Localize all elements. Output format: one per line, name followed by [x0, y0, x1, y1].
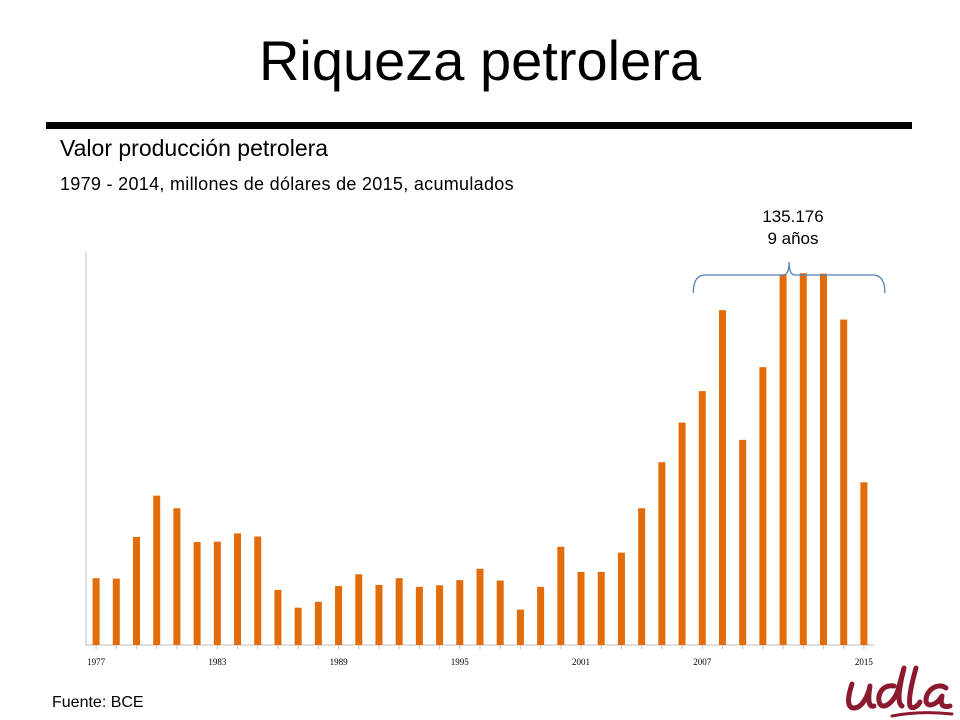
bar-2014 — [840, 319, 848, 645]
bar-1988 — [314, 601, 322, 645]
bar-1984 — [234, 533, 242, 645]
bar-2001 — [577, 571, 585, 645]
bar-1981 — [173, 508, 181, 645]
udla-logo — [846, 665, 954, 718]
bar-1993 — [415, 586, 423, 645]
bar-1979 — [133, 536, 141, 645]
bar-1977 — [92, 578, 100, 645]
bar-1987 — [294, 607, 302, 645]
bar-1986 — [274, 589, 282, 645]
chart-bars — [92, 273, 868, 645]
bar-1995 — [456, 580, 464, 645]
bar-2007 — [698, 391, 706, 645]
annotation-years: 9 años — [767, 229, 819, 248]
chart-description: 1979 - 2014, millones de dólares de 2015… — [60, 174, 514, 194]
bar-1980 — [153, 495, 161, 645]
slide-title: Riqueza petrolera — [258, 29, 702, 92]
annotation-value: 135.176 — [762, 207, 824, 226]
bar-1989 — [335, 586, 343, 645]
bar-2005 — [658, 462, 666, 645]
bar-1978 — [112, 578, 120, 645]
source-note: Fuente: BCE — [52, 694, 144, 711]
bracket-annotation: 135.176 9 años — [742, 206, 844, 250]
x-tick-label-1995: 1995 — [451, 657, 470, 667]
bar-2015 — [860, 482, 868, 645]
chart-tick-labels: 1977 1983 1989 1995 2001 2007 2015 — [87, 657, 873, 667]
x-tick-label-1989: 1989 — [330, 657, 349, 667]
x-tick-label-1983: 1983 — [208, 657, 227, 667]
bar-2008 — [718, 310, 726, 645]
bar-1985 — [254, 536, 262, 645]
bar-1982 — [193, 542, 201, 645]
bar-1998 — [516, 609, 524, 645]
bar-2006 — [678, 422, 686, 645]
bar-1996 — [476, 568, 484, 645]
bar-2000 — [557, 546, 565, 645]
bar-2003 — [617, 552, 625, 645]
title-divider — [46, 122, 912, 129]
bar-1992 — [395, 578, 403, 645]
x-tick-label-1977: 1977 — [87, 657, 106, 667]
bar-1994 — [436, 585, 444, 645]
bar-2011 — [779, 274, 787, 645]
bar-2012 — [799, 273, 807, 645]
bar-2004 — [638, 508, 646, 645]
x-tick-label-2001: 2001 — [572, 657, 590, 667]
bar-2009 — [739, 439, 747, 645]
x-tick-label-2007: 2007 — [693, 657, 712, 667]
chart-subtitle: Valor producción petrolera — [60, 135, 329, 161]
bar-1990 — [355, 574, 363, 645]
bar-2013 — [819, 273, 827, 645]
bar-1999 — [537, 586, 545, 645]
annotation-bracket — [692, 261, 886, 294]
bar-2010 — [759, 367, 767, 645]
x-tick-label-2015: 2015 — [855, 657, 874, 667]
bar-2002 — [597, 571, 605, 645]
bar-1983 — [213, 541, 221, 645]
bar-1991 — [375, 584, 383, 645]
bar-1997 — [496, 580, 504, 645]
